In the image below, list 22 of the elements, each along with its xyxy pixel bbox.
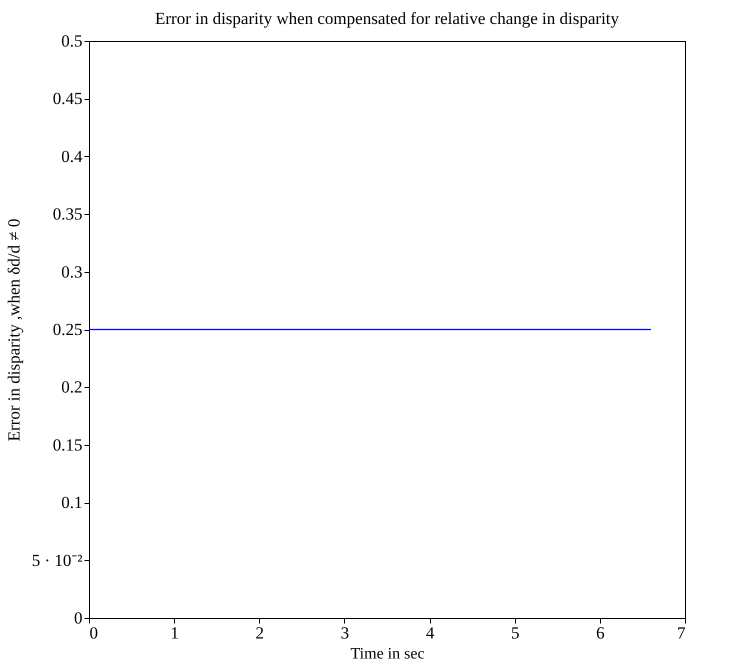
y-tick-label: 0.45 — [52, 89, 82, 108]
chart-title: Error in disparity when compensated for relative change in disparity — [154, 9, 620, 28]
x-tick-label: 6 — [596, 624, 605, 642]
y-axis-title: Error in disparity ,when δd/d ≠ 0 — [4, 218, 24, 442]
y-tick-label: 0.1 — [61, 493, 82, 512]
x-tick-label: 1 — [170, 624, 179, 642]
y-tick-label: 5 · 10⁻² — [32, 550, 82, 570]
y-tick-label: 0.35 — [52, 204, 82, 224]
y-tick-label: 0.5 — [61, 32, 82, 50]
y-tick-label: 0.15 — [52, 435, 82, 454]
y-tick-label: 0.3 — [61, 262, 82, 282]
y-tick-label: 0.25 — [52, 320, 82, 339]
x-tick-label: 5 — [510, 624, 520, 642]
y-tick-label: 0 — [74, 608, 82, 628]
x-tick-label: 4 — [426, 624, 435, 642]
x-tick-label: 7 — [677, 624, 686, 642]
y-tick-label: 0.4 — [61, 146, 83, 166]
y-tick-label: 0.2 — [61, 378, 82, 397]
x-axis-title: Time in sec — [350, 646, 425, 662]
x-tick-label: 3 — [340, 624, 350, 642]
x-tick-label: 0 — [90, 624, 98, 642]
x-tick-label: 2 — [256, 624, 264, 642]
